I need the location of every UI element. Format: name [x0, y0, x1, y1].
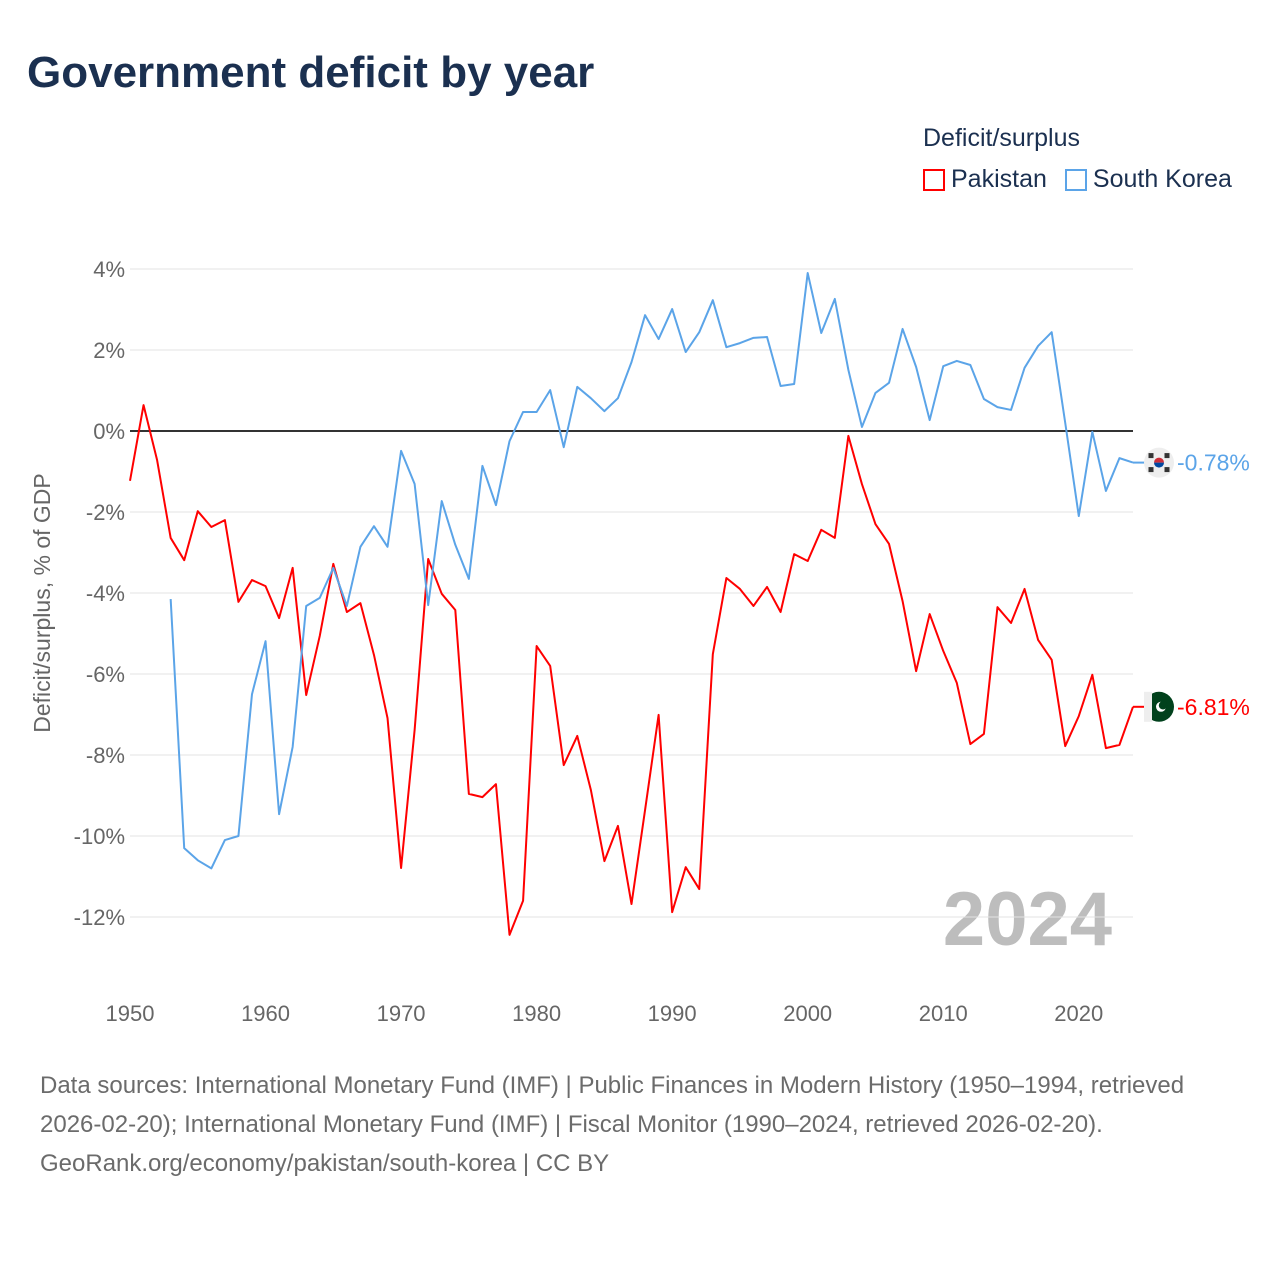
y-tick-label: 4%	[93, 257, 125, 282]
x-tick-label: 2010	[919, 1001, 968, 1026]
year-watermark: 2024	[943, 877, 1112, 962]
y-tick-label: -4%	[86, 581, 125, 606]
chart-title: Government deficit by year	[27, 48, 595, 97]
legend-item-south-korea[interactable]: South Korea	[1064, 165, 1232, 194]
x-tick-label: 1960	[241, 1001, 290, 1026]
pakistan-flag-crescent-cut	[1158, 701, 1168, 710]
end-value-label: -0.78%	[1177, 450, 1250, 476]
x-tick-label: 1970	[377, 1001, 426, 1026]
south-korea-flag-trigram	[1148, 467, 1154, 473]
x-tick-label: 1950	[106, 1001, 155, 1026]
x-tick-label: 2020	[1054, 1001, 1103, 1026]
series-line-south-korea	[169, 272, 1134, 870]
x-tick-label: 1990	[648, 1001, 697, 1026]
legend: Pakistan South Korea	[923, 165, 1232, 194]
y-tick-label: 0%	[93, 419, 125, 444]
south-korea-flag-taeguk-bottom	[1154, 462, 1164, 468]
y-tick-label: -10%	[74, 824, 125, 849]
south-korea-flag-trigram	[1164, 467, 1170, 473]
y-tick-label: -2%	[86, 500, 125, 525]
attribution-link[interactable]: GeoRank.org/economy/pakistan/south-korea…	[40, 1150, 610, 1177]
legend-label-pakistan: Pakistan	[951, 165, 1047, 193]
footer: Data sources: International Monetary Fun…	[40, 1066, 1240, 1183]
series-line-pakistan	[129, 404, 1134, 936]
x-tick-label: 2000	[783, 1001, 832, 1026]
y-tick-label: -8%	[86, 743, 125, 768]
legend-label-south-korea: South Korea	[1092, 165, 1232, 193]
legend-swatch-pakistan	[923, 168, 945, 191]
data-sources: Data sources: International Monetary Fun…	[40, 1072, 1185, 1138]
legend-title: Deficit/surplus	[923, 124, 1080, 152]
legend-item-pakistan[interactable]: Pakistan	[923, 165, 1047, 194]
y-axis-label: Deficit/surplus, % of GDP	[29, 473, 55, 732]
y-tick-label: -6%	[86, 662, 125, 687]
legend-swatch-south-korea	[1064, 168, 1087, 191]
south-korea-flag-trigram	[1164, 453, 1170, 459]
pakistan-flag-stripe	[1144, 691, 1152, 722]
south-korea-flag-taeguk-top	[1154, 457, 1164, 463]
end-value-label: -6.81%	[1177, 694, 1250, 720]
x-tick-label: 1980	[512, 1001, 561, 1026]
y-tick-label: 2%	[93, 338, 125, 363]
y-tick-label: -12%	[74, 905, 125, 930]
south-korea-flag-trigram	[1148, 453, 1154, 459]
